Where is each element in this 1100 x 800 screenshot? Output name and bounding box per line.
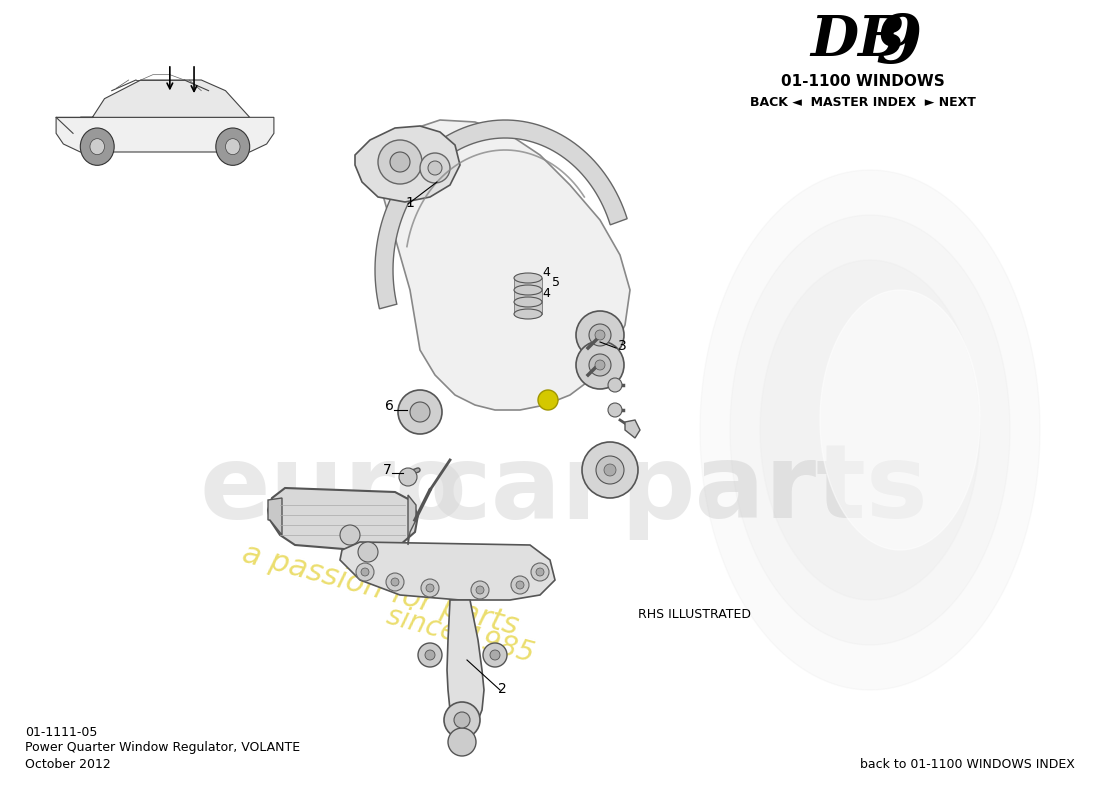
Circle shape: [426, 584, 434, 592]
Circle shape: [608, 378, 622, 392]
Circle shape: [390, 152, 410, 172]
Circle shape: [538, 390, 558, 410]
Polygon shape: [408, 495, 416, 545]
Circle shape: [576, 341, 624, 389]
Text: Power Quarter Window Regulator, VOLANTE: Power Quarter Window Regulator, VOLANTE: [25, 742, 300, 754]
Polygon shape: [820, 290, 980, 550]
Polygon shape: [268, 488, 418, 552]
Circle shape: [399, 468, 417, 486]
Circle shape: [418, 643, 442, 667]
Circle shape: [604, 464, 616, 476]
Polygon shape: [760, 260, 980, 600]
Text: a passion for parts: a passion for parts: [239, 539, 521, 641]
Text: 2: 2: [498, 682, 507, 696]
Circle shape: [582, 442, 638, 498]
Ellipse shape: [514, 285, 542, 295]
Text: since 1985: since 1985: [383, 602, 537, 668]
Text: 1: 1: [405, 196, 414, 210]
Circle shape: [378, 140, 422, 184]
Polygon shape: [268, 498, 282, 535]
Circle shape: [340, 525, 360, 545]
Text: 4: 4: [542, 266, 550, 279]
Polygon shape: [375, 120, 627, 309]
Circle shape: [421, 579, 439, 597]
Polygon shape: [80, 80, 250, 118]
Circle shape: [588, 354, 610, 376]
Circle shape: [216, 128, 250, 166]
Polygon shape: [56, 118, 274, 152]
Circle shape: [483, 643, 507, 667]
Text: DB: DB: [810, 13, 905, 67]
Circle shape: [361, 568, 368, 576]
Text: car: car: [430, 439, 614, 541]
Circle shape: [448, 728, 476, 756]
Ellipse shape: [514, 309, 542, 319]
Circle shape: [358, 542, 378, 562]
Ellipse shape: [514, 297, 542, 307]
Polygon shape: [730, 215, 1010, 645]
Text: RHS ILLUSTRATED: RHS ILLUSTRATED: [638, 609, 751, 622]
Text: 3: 3: [618, 339, 627, 353]
Circle shape: [454, 712, 470, 728]
Text: 5: 5: [552, 276, 560, 289]
Circle shape: [226, 138, 240, 154]
Text: 01-1111-05: 01-1111-05: [25, 726, 98, 738]
Circle shape: [512, 576, 529, 594]
Text: back to 01-1100 WINDOWS INDEX: back to 01-1100 WINDOWS INDEX: [860, 758, 1075, 770]
Polygon shape: [355, 126, 460, 202]
Circle shape: [608, 403, 622, 417]
Circle shape: [444, 702, 480, 738]
Circle shape: [420, 153, 450, 183]
Polygon shape: [447, 600, 484, 728]
Polygon shape: [379, 120, 630, 410]
Circle shape: [536, 568, 544, 576]
Polygon shape: [700, 170, 1040, 690]
Circle shape: [386, 573, 404, 591]
Ellipse shape: [514, 273, 542, 283]
Circle shape: [390, 578, 399, 586]
Text: 01-1100 WINDOWS: 01-1100 WINDOWS: [781, 74, 945, 90]
Text: 9: 9: [874, 13, 922, 78]
Polygon shape: [625, 420, 640, 438]
Text: October 2012: October 2012: [25, 758, 111, 770]
Text: 4: 4: [542, 287, 550, 300]
Circle shape: [476, 586, 484, 594]
Circle shape: [516, 581, 524, 589]
Circle shape: [471, 581, 490, 599]
Circle shape: [428, 161, 442, 175]
Text: 7: 7: [383, 463, 392, 477]
Circle shape: [595, 360, 605, 370]
Text: 6: 6: [385, 399, 394, 413]
Circle shape: [596, 456, 624, 484]
Circle shape: [531, 563, 549, 581]
Circle shape: [588, 324, 610, 346]
Circle shape: [576, 311, 624, 359]
Circle shape: [90, 138, 104, 154]
Circle shape: [80, 128, 114, 166]
Polygon shape: [340, 542, 556, 600]
Polygon shape: [514, 278, 542, 314]
Circle shape: [595, 330, 605, 340]
Circle shape: [425, 650, 435, 660]
Circle shape: [490, 650, 500, 660]
Circle shape: [410, 402, 430, 422]
Text: euro: euro: [200, 439, 468, 541]
Text: BACK ◄  MASTER INDEX  ► NEXT: BACK ◄ MASTER INDEX ► NEXT: [750, 95, 976, 109]
Circle shape: [356, 563, 374, 581]
Circle shape: [398, 390, 442, 434]
Text: parts: parts: [620, 439, 927, 541]
